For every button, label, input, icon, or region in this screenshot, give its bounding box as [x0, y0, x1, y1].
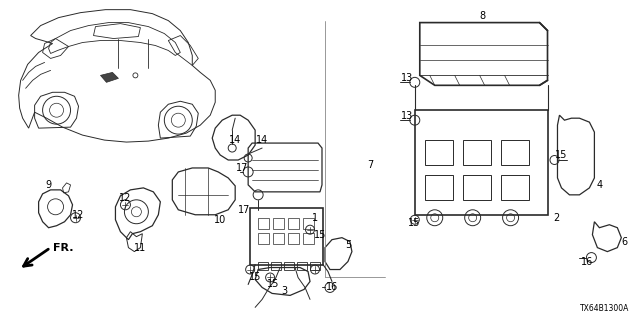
Text: 17: 17	[236, 163, 248, 173]
Text: 6: 6	[621, 237, 627, 247]
Text: 9: 9	[45, 180, 52, 190]
Text: 15: 15	[556, 150, 568, 160]
Text: 1: 1	[312, 213, 318, 223]
Text: 16: 16	[581, 257, 593, 267]
Bar	[258, 261, 268, 269]
Text: 3: 3	[281, 286, 287, 296]
Bar	[258, 233, 269, 244]
Text: TX64B1300A: TX64B1300A	[580, 304, 629, 313]
Text: 14: 14	[229, 135, 241, 145]
Text: 15: 15	[408, 218, 420, 228]
Bar	[425, 175, 452, 200]
Bar	[310, 261, 320, 269]
Bar	[297, 261, 307, 269]
Bar	[463, 175, 491, 200]
Text: 15: 15	[249, 273, 261, 283]
Bar	[258, 218, 269, 229]
Text: 4: 4	[596, 180, 602, 190]
Polygon shape	[100, 72, 118, 82]
Text: 15: 15	[267, 279, 279, 290]
Text: 14: 14	[256, 135, 268, 145]
Bar	[463, 140, 491, 165]
Text: 17: 17	[238, 205, 250, 215]
Bar	[288, 233, 299, 244]
Text: 16: 16	[326, 283, 338, 292]
Text: 2: 2	[554, 213, 559, 223]
Text: 12: 12	[119, 193, 132, 203]
Bar	[303, 233, 314, 244]
Text: FR.: FR.	[52, 243, 73, 252]
Bar	[273, 233, 284, 244]
Bar	[500, 175, 529, 200]
Bar	[500, 140, 529, 165]
Text: 15: 15	[314, 230, 326, 240]
Text: 12: 12	[72, 210, 84, 220]
Text: 13: 13	[401, 111, 413, 121]
Bar	[271, 261, 281, 269]
Text: 5: 5	[345, 240, 351, 250]
Text: 11: 11	[134, 243, 147, 252]
Bar	[303, 218, 314, 229]
Text: 10: 10	[214, 215, 227, 225]
Text: 7: 7	[367, 160, 373, 170]
Bar	[284, 261, 294, 269]
Text: 13: 13	[401, 73, 413, 83]
Bar	[273, 218, 284, 229]
Bar	[425, 140, 452, 165]
Text: 8: 8	[479, 11, 486, 20]
Bar	[288, 218, 299, 229]
